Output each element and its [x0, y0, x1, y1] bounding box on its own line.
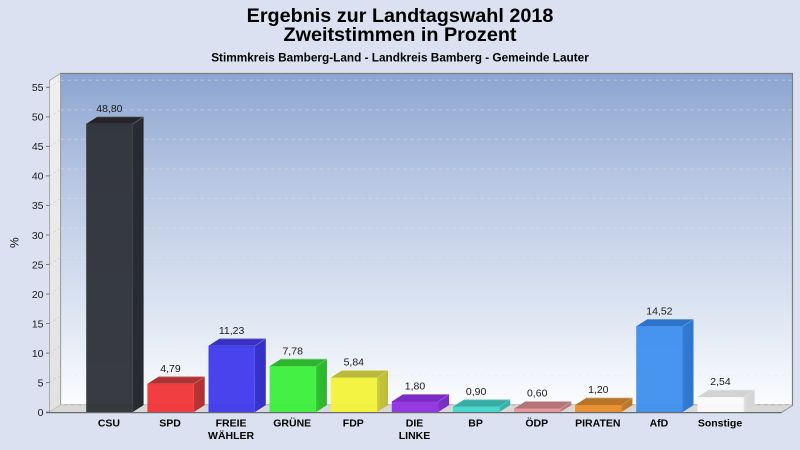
svg-text:15: 15 — [32, 318, 44, 330]
svg-text:20: 20 — [32, 289, 44, 301]
svg-text:4,79: 4,79 — [160, 363, 181, 375]
svg-text:FDP: FDP — [343, 418, 364, 430]
svg-text:0,90: 0,90 — [466, 386, 487, 398]
svg-text:DIE: DIE — [406, 418, 424, 430]
svg-text:Stimmkreis Bamberg-Land - Land: Stimmkreis Bamberg-Land - Landkreis Bamb… — [211, 51, 589, 65]
svg-text:45: 45 — [32, 141, 44, 153]
svg-text:55: 55 — [32, 82, 44, 94]
svg-text:BP: BP — [468, 418, 483, 430]
svg-text:%: % — [8, 237, 22, 248]
svg-text:40: 40 — [32, 171, 44, 183]
svg-text:SPD: SPD — [159, 418, 181, 430]
svg-text:CSU: CSU — [98, 418, 120, 430]
svg-text:30: 30 — [32, 230, 44, 242]
svg-text:2,54: 2,54 — [710, 376, 731, 388]
svg-text:48,80: 48,80 — [96, 103, 122, 115]
svg-text:LINKE: LINKE — [399, 430, 431, 442]
svg-text:5: 5 — [38, 377, 44, 389]
svg-text:Zweitstimmen in Prozent: Zweitstimmen in Prozent — [283, 24, 516, 46]
svg-text:25: 25 — [32, 259, 44, 271]
svg-text:1,20: 1,20 — [588, 384, 609, 396]
svg-text:35: 35 — [32, 200, 44, 212]
svg-text:5,84: 5,84 — [344, 357, 365, 369]
svg-text:WÄHLER: WÄHLER — [208, 429, 254, 442]
svg-text:GRÜNE: GRÜNE — [273, 417, 311, 430]
svg-text:Sonstige: Sonstige — [698, 418, 742, 430]
svg-text:Ergebnis zur Landtagswahl 2018: Ergebnis zur Landtagswahl 2018 — [247, 5, 554, 27]
svg-text:7,78: 7,78 — [282, 345, 303, 357]
svg-text:0,60: 0,60 — [527, 388, 548, 400]
svg-text:10: 10 — [32, 348, 44, 360]
svg-text:FREIE: FREIE — [216, 418, 247, 430]
svg-text:0: 0 — [38, 407, 44, 419]
svg-text:AfD: AfD — [650, 418, 669, 430]
svg-text:ÖDP: ÖDP — [525, 417, 548, 430]
svg-text:50: 50 — [32, 112, 44, 124]
svg-text:1,80: 1,80 — [405, 381, 426, 393]
svg-text:11,23: 11,23 — [219, 325, 245, 337]
svg-text:14,52: 14,52 — [646, 306, 672, 318]
svg-text:PIRATEN: PIRATEN — [575, 418, 620, 430]
